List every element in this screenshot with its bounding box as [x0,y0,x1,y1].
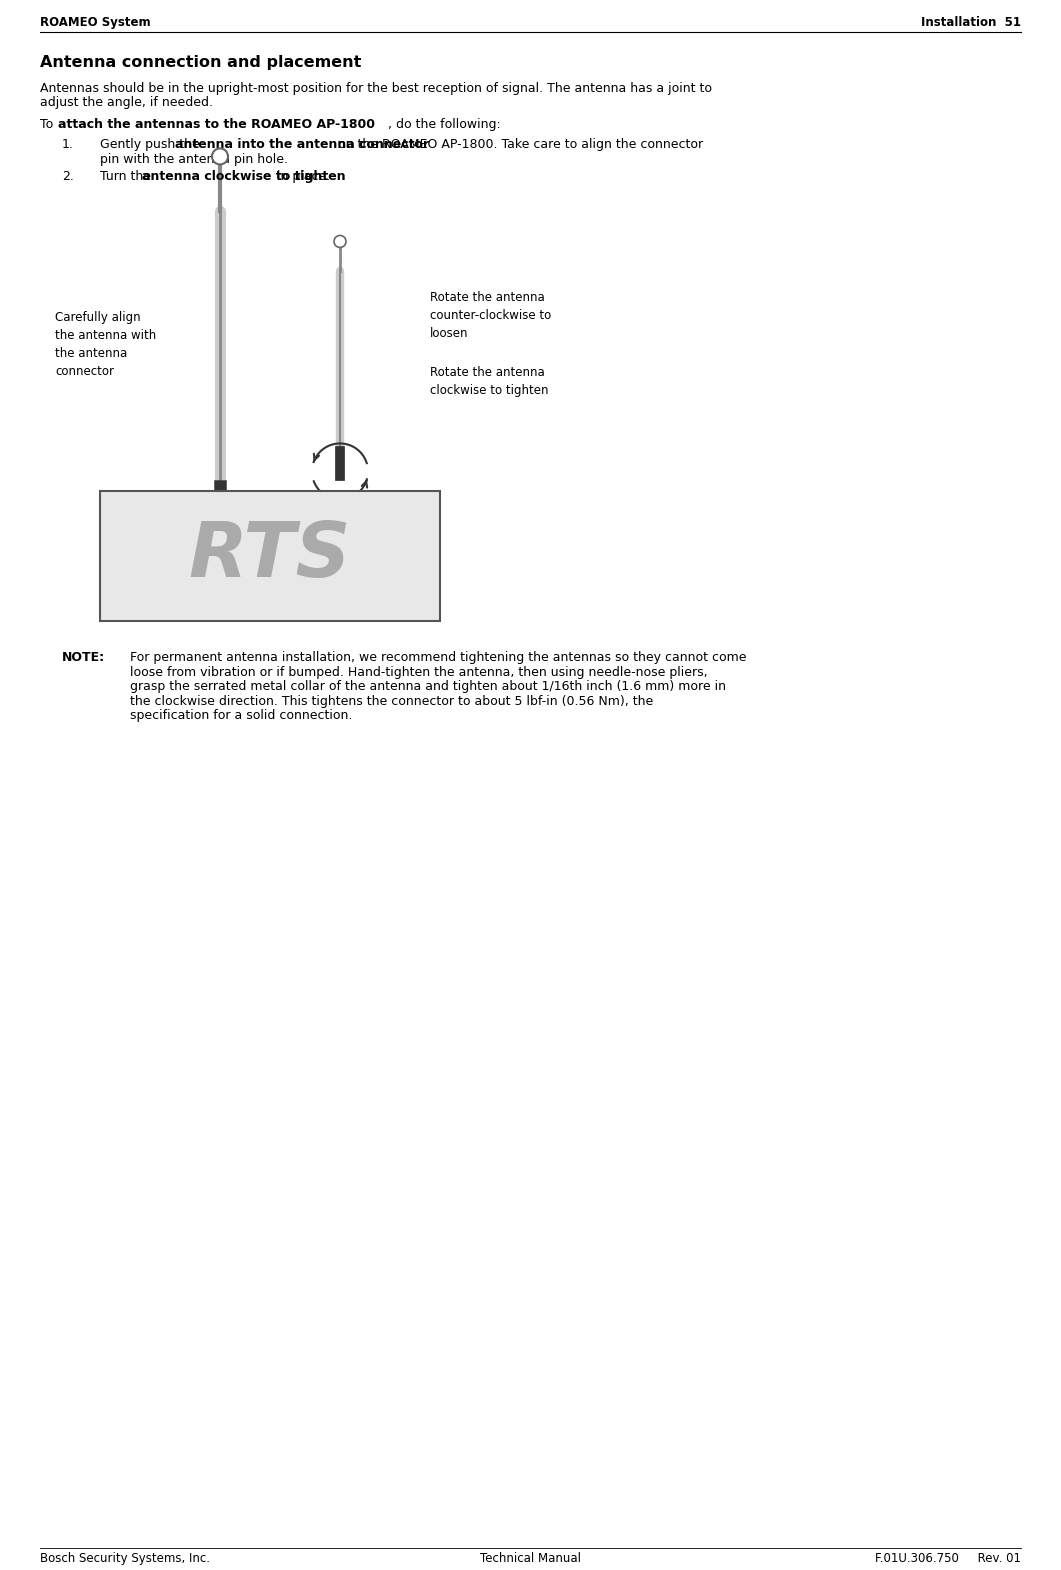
Text: 2.: 2. [62,170,74,182]
Text: RTS: RTS [189,520,351,593]
Text: clockwise to tighten: clockwise to tighten [430,385,549,397]
Text: Technical Manual: Technical Manual [480,1553,580,1565]
Text: the antenna: the antenna [55,347,127,361]
Text: on the ROAMEO AP-1800. Take care to align the connector: on the ROAMEO AP-1800. Take care to alig… [334,138,703,151]
Text: attach the antennas to the ROAMEO AP-1800: attach the antennas to the ROAMEO AP-180… [58,118,375,130]
Text: NOTE:: NOTE: [62,652,105,664]
Text: the clockwise direction. This tightens the connector to about 5 lbf-in (0.56 Nm): the clockwise direction. This tightens t… [131,694,654,708]
Text: loose from vibration or if bumped. Hand-tighten the antenna, then using needle-n: loose from vibration or if bumped. Hand-… [131,666,708,678]
Text: For permanent antenna installation, we recommend tightening the antennas so they: For permanent antenna installation, we r… [131,652,747,664]
Text: Rotate the antenna: Rotate the antenna [430,366,544,380]
Text: the antenna with: the antenna with [55,330,156,342]
Text: To: To [40,118,57,130]
Text: F.01U.306.750     Rev. 01: F.01U.306.750 Rev. 01 [875,1553,1021,1565]
Text: Bosch Security Systems, Inc.: Bosch Security Systems, Inc. [40,1553,210,1565]
Text: Gently push the: Gently push the [100,138,204,151]
Text: Antenna connection and placement: Antenna connection and placement [40,55,362,71]
Text: ROAMEO System: ROAMEO System [40,16,151,28]
Text: loosen: loosen [430,328,469,341]
Text: Carefully align: Carefully align [55,311,141,325]
Text: antenna clockwise to tighten: antenna clockwise to tighten [142,170,346,182]
Text: Installation  51: Installation 51 [921,16,1021,28]
Text: pin with the antenna pin hole.: pin with the antenna pin hole. [100,152,288,165]
Text: antenna into the antenna connector: antenna into the antenna connector [175,138,429,151]
Text: adjust the angle, if needed.: adjust the angle, if needed. [40,96,213,110]
Text: in place.: in place. [273,170,330,182]
Text: , do the following:: , do the following: [388,118,501,130]
Bar [100,491,440,622]
Text: grasp the serrated metal collar of the antenna and tighten about 1/16th inch (1.: grasp the serrated metal collar of the a… [131,680,726,694]
Text: Turn the: Turn the [100,170,155,182]
Text: connector: connector [55,366,114,378]
Text: Rotate the antenna: Rotate the antenna [430,292,544,305]
Circle shape [212,149,228,165]
Circle shape [334,236,346,248]
Text: counter-clockwise to: counter-clockwise to [430,309,552,322]
Text: Antennas should be in the upright-most position for the best reception of signal: Antennas should be in the upright-most p… [40,82,712,96]
Text: specification for a solid connection.: specification for a solid connection. [131,710,352,722]
Text: 1.: 1. [62,138,74,151]
